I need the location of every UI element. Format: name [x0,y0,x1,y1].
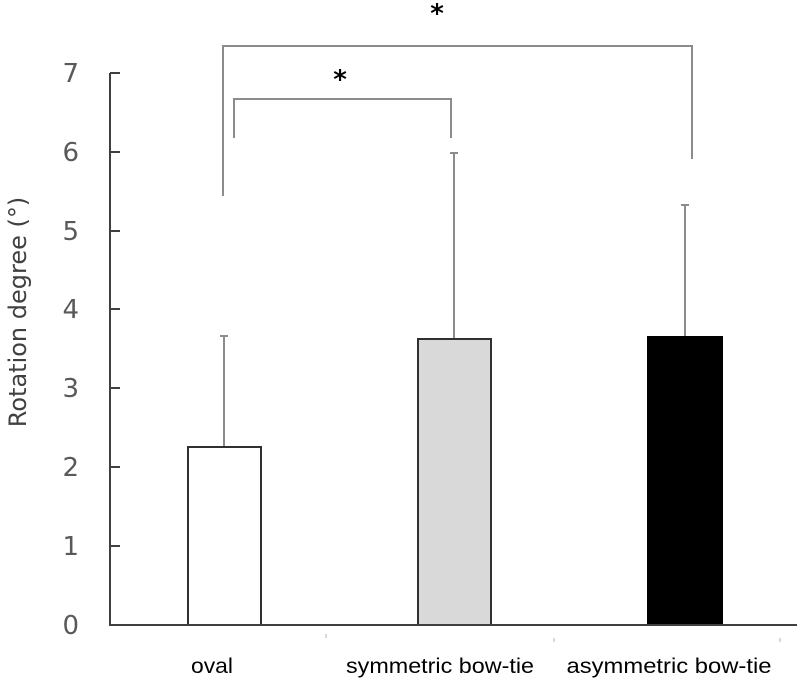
y-tick-2: 2 [62,453,79,483]
y-tick-1: 1 [62,532,79,562]
error-bars [220,152,689,447]
y-tick-6: 6 [62,138,79,168]
bar-asymmetric-bow-tie [647,336,723,626]
bar-oval [187,446,262,626]
y-tick-4: 4 [62,295,79,325]
category-label-oval: oval [191,655,233,678]
bar-symmetric-bow-tie [417,338,492,626]
category-label-asymmetric-bow-tie: asymmetric bow-tie [567,655,772,678]
significance-star-inner: * [333,65,347,95]
y-tick-5: 5 [62,217,79,247]
significance-star-outer: * [430,0,444,29]
x-axis-category-labels: oval symmetric bow-tie asymmetric bow-ti… [191,655,772,678]
bars [187,336,723,626]
y-axis-tick-labels: 0 1 2 3 4 5 6 7 [62,59,79,641]
y-axis [109,72,120,626]
bracket-oval-vs-symmetric [233,98,452,138]
bracket-oval-vs-asymmetric [222,45,693,196]
y-tick-3: 3 [62,374,79,404]
y-tick-0: 0 [62,611,79,641]
y-axis-title: Rotation degree (°) [4,197,32,427]
significance-brackets [222,45,693,196]
category-label-symmetric-bow-tie: symmetric bow-tie [346,655,534,678]
x-axis [110,624,797,642]
y-tick-7: 7 [62,59,79,89]
